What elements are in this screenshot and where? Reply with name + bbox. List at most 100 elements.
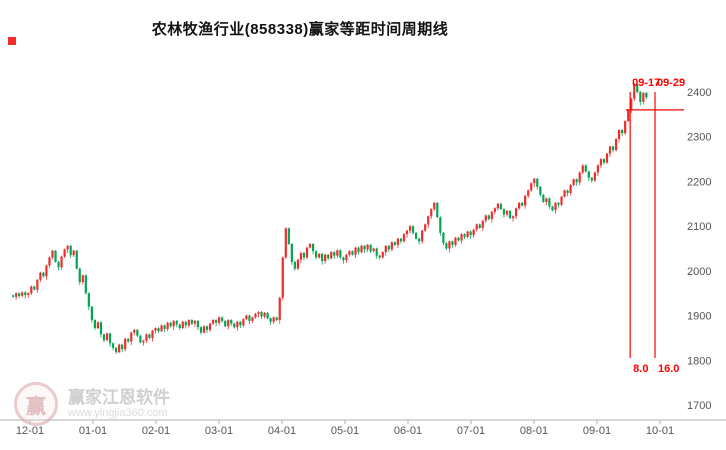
candle-body (345, 254, 348, 261)
candle-body (411, 226, 415, 233)
corner-marker-icon (8, 37, 16, 45)
candle-body (124, 338, 127, 350)
candle-body (63, 249, 66, 257)
candle-body (639, 92, 642, 102)
x-axis-label: 03-01 (205, 425, 233, 437)
candle-body (263, 312, 266, 317)
candle-body (318, 253, 321, 258)
candle-body (548, 198, 551, 207)
candle-body (493, 208, 496, 212)
candle-body (127, 338, 130, 342)
candle-body (451, 241, 454, 245)
candle-body (490, 211, 493, 219)
candle-body (208, 323, 212, 330)
candle-body (296, 259, 300, 269)
candle-body (118, 344, 121, 353)
candle-body (78, 268, 81, 283)
candle-body (254, 313, 257, 318)
candle-body (257, 311, 260, 314)
candle-body (157, 328, 160, 332)
candle-body (584, 165, 587, 172)
candle-body (475, 224, 478, 230)
y-axis-label: 2300 (687, 132, 711, 144)
candle-body (81, 275, 84, 283)
y-axis-label: 1800 (687, 355, 711, 367)
candle-body (151, 330, 154, 338)
candle-body (178, 324, 181, 329)
candle-body (93, 320, 97, 329)
candle-body (393, 242, 396, 245)
cycle-line-date-label: 09-29 (657, 77, 685, 89)
candle-body (24, 292, 27, 296)
candle-body (239, 321, 242, 326)
candle-body (308, 244, 312, 248)
candle-body (605, 153, 609, 163)
candle-body (575, 179, 578, 183)
candle-body (569, 185, 572, 194)
candle-body (84, 275, 87, 294)
candle-body (363, 245, 366, 250)
candle-body (630, 98, 633, 110)
candle-body (202, 326, 206, 333)
candle-body (48, 257, 51, 266)
candle-body (39, 272, 42, 280)
candle-body (375, 248, 378, 256)
x-axis-label: 05-01 (331, 425, 359, 437)
candle-body (133, 329, 136, 333)
candle-body (454, 237, 457, 245)
candle-body (281, 257, 284, 298)
candle-body (302, 252, 306, 258)
candle-body (384, 245, 387, 253)
candle-body (142, 340, 145, 343)
candle-body (448, 241, 451, 249)
candle-body (242, 319, 245, 326)
x-axis-label: 04-01 (268, 425, 296, 437)
candle-body (487, 215, 490, 219)
candle-body (266, 312, 269, 319)
cycle-line-value-label: 16.0 (658, 363, 679, 375)
candle-body (405, 230, 409, 235)
candle-body (593, 172, 596, 181)
candle-body (136, 329, 139, 336)
candle-body (560, 196, 563, 205)
candle-body (69, 245, 72, 256)
x-axis-label: 01-01 (79, 425, 107, 437)
candle-body (139, 335, 142, 343)
candle-body (57, 261, 60, 268)
candle-body (502, 209, 506, 215)
candle-body (12, 295, 15, 297)
candle-body (478, 224, 481, 228)
candle-body (357, 247, 360, 253)
candle-body (187, 320, 190, 326)
candle-body (396, 238, 400, 245)
candle-body (36, 279, 39, 290)
x-axis-label: 08-01 (520, 425, 548, 437)
candle-body (287, 228, 290, 245)
candle-body (311, 244, 315, 252)
candle-body (218, 317, 221, 323)
candle-body (633, 83, 636, 99)
candle-body (163, 325, 166, 329)
candle-body (581, 165, 584, 173)
candle-body (442, 232, 445, 244)
candle-body (351, 251, 354, 255)
candle-body (627, 109, 630, 122)
candle-body (269, 318, 272, 322)
candle-body (87, 293, 90, 307)
candle-body (172, 320, 175, 327)
candle-body (224, 320, 227, 327)
candle-body (293, 261, 296, 269)
candle-body (181, 321, 184, 329)
candle-body (115, 347, 118, 353)
candle-body (272, 317, 275, 322)
candle-body (108, 333, 112, 344)
candle-body (430, 209, 433, 217)
candle-body (402, 234, 406, 242)
candle-body (175, 320, 178, 325)
candle-body (42, 272, 45, 277)
candle-body (305, 247, 309, 258)
candle-body (196, 320, 200, 328)
candle-body (330, 252, 333, 259)
candle-body (90, 306, 93, 321)
candle-body (572, 179, 575, 186)
